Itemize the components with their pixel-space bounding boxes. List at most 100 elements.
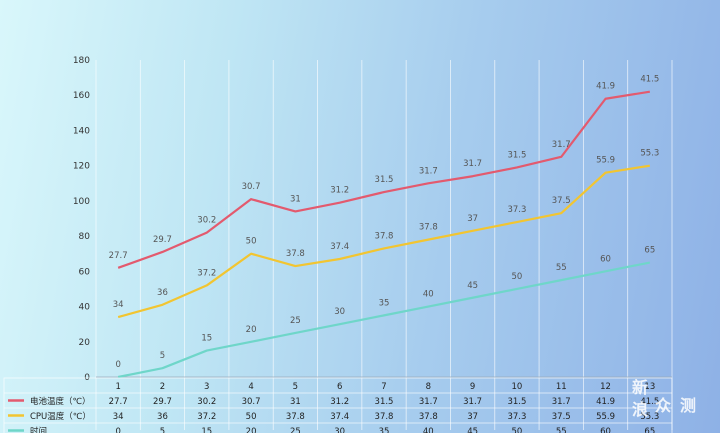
table-cell: 31.7: [419, 397, 438, 407]
x-tick-label: 9: [470, 382, 475, 392]
data-label: 55.9: [596, 156, 615, 166]
data-label: 36: [157, 288, 168, 298]
data-label: 60: [600, 254, 611, 264]
table-cell: 40: [423, 427, 434, 433]
data-label: 50: [246, 237, 257, 247]
y-tick-label: 180: [73, 56, 90, 66]
table-cell: 36: [157, 412, 168, 422]
data-label: 35: [379, 298, 390, 308]
table-cell: 31.7: [552, 397, 571, 407]
table-cell: 20: [246, 427, 257, 433]
table-cell: 50: [512, 427, 523, 433]
table-cell: 25: [290, 427, 301, 433]
table-cell: 37.8: [419, 412, 438, 422]
table-cell: 35: [379, 427, 390, 433]
watermark-char: 新: [632, 378, 648, 397]
data-label: 31.7: [419, 166, 438, 176]
table-cell: 37.3: [507, 412, 526, 422]
data-label: 37: [467, 214, 478, 224]
data-label: 20: [246, 325, 257, 335]
data-label: 37.3: [507, 205, 526, 215]
x-tick-label: 6: [337, 382, 342, 392]
watermark-logo: 新 众 测 浪: [632, 378, 696, 419]
table-cell: 37: [467, 412, 478, 422]
table-cell: 41.9: [596, 397, 615, 407]
y-tick-label: 20: [79, 338, 91, 348]
data-label: 37.8: [375, 231, 394, 241]
watermark-char: 浪: [632, 400, 648, 419]
table-cell: 30.7: [242, 397, 261, 407]
data-label: 41.9: [596, 82, 615, 92]
legend-label: CPU温度（℃）: [30, 411, 91, 422]
y-tick-label: 140: [73, 126, 90, 136]
table-cell: 31: [290, 397, 301, 407]
data-label: 45: [467, 281, 478, 291]
data-label: 25: [290, 316, 301, 326]
legend-label: 时间: [30, 426, 47, 433]
table-cell: 31.5: [375, 397, 394, 407]
table-cell: 30.2: [197, 397, 216, 407]
data-label: 31: [290, 194, 301, 204]
y-tick-label: 160: [73, 91, 90, 101]
data-label: 29.7: [153, 235, 172, 245]
x-tick-label: 10: [512, 382, 523, 392]
x-tick-label: 11: [556, 382, 567, 392]
x-tick-label: 12: [600, 382, 611, 392]
table-cell: 31.2: [330, 397, 349, 407]
y-tick-label: 120: [73, 162, 90, 172]
legend-label: 电池温度（℃）: [30, 396, 91, 407]
x-tick-label: 7: [381, 382, 386, 392]
table-cell: 37.8: [286, 412, 305, 422]
data-label: 55.3: [640, 149, 659, 159]
table-cell: 5: [160, 427, 165, 433]
data-label: 5: [160, 351, 165, 361]
table-cell: 45: [467, 427, 478, 433]
table-cell: 27.7: [109, 397, 128, 407]
data-label: 31.7: [552, 140, 571, 150]
watermark-char: 测: [680, 396, 696, 415]
data-label: 40: [423, 290, 434, 300]
x-tick-label: 5: [293, 382, 298, 392]
data-label: 37.5: [552, 196, 571, 206]
y-tick-label: 40: [79, 303, 91, 313]
data-label: 37.4: [330, 242, 349, 252]
table-cell: 34: [113, 412, 124, 422]
table-cell: 15: [201, 427, 212, 433]
x-tick-label: 4: [248, 382, 253, 392]
table-cell: 50: [246, 412, 257, 422]
table-cell: 31.7: [463, 397, 482, 407]
x-tick-label: 2: [160, 382, 165, 392]
x-tick-label: 13: [644, 382, 655, 392]
x-tick-label: 8: [426, 382, 431, 392]
y-tick-label: 60: [79, 267, 91, 277]
table-cell: 55.3: [640, 412, 659, 422]
data-label: 27.7: [109, 251, 128, 261]
table-cell: 37.4: [330, 412, 349, 422]
data-label: 31.2: [330, 186, 349, 196]
data-label: 30.2: [197, 216, 216, 226]
data-label: 31.5: [375, 175, 394, 185]
data-label: 31.5: [507, 150, 526, 160]
data-label: 0: [115, 360, 120, 370]
watermark-char: 众: [655, 396, 672, 415]
data-label: 37.2: [197, 268, 216, 278]
table-cell: 30: [334, 427, 345, 433]
series-line: [117, 164, 651, 319]
data-label: 65: [644, 246, 655, 256]
table-cell: 41.5: [640, 397, 659, 407]
table-cell: 55: [556, 427, 567, 433]
table-cell: 37.8: [375, 412, 394, 422]
data-label: 34: [113, 300, 124, 310]
table-cell: 37.2: [197, 412, 216, 422]
table-cell: 65: [644, 427, 655, 433]
data-label: 30: [334, 307, 345, 317]
table-cell: 31.5: [507, 397, 526, 407]
data-label: 15: [201, 334, 212, 344]
series-line: [117, 261, 651, 379]
x-tick-label: 1: [115, 382, 120, 392]
data-label: 50: [512, 272, 523, 282]
x-tick-label: 3: [204, 382, 209, 392]
